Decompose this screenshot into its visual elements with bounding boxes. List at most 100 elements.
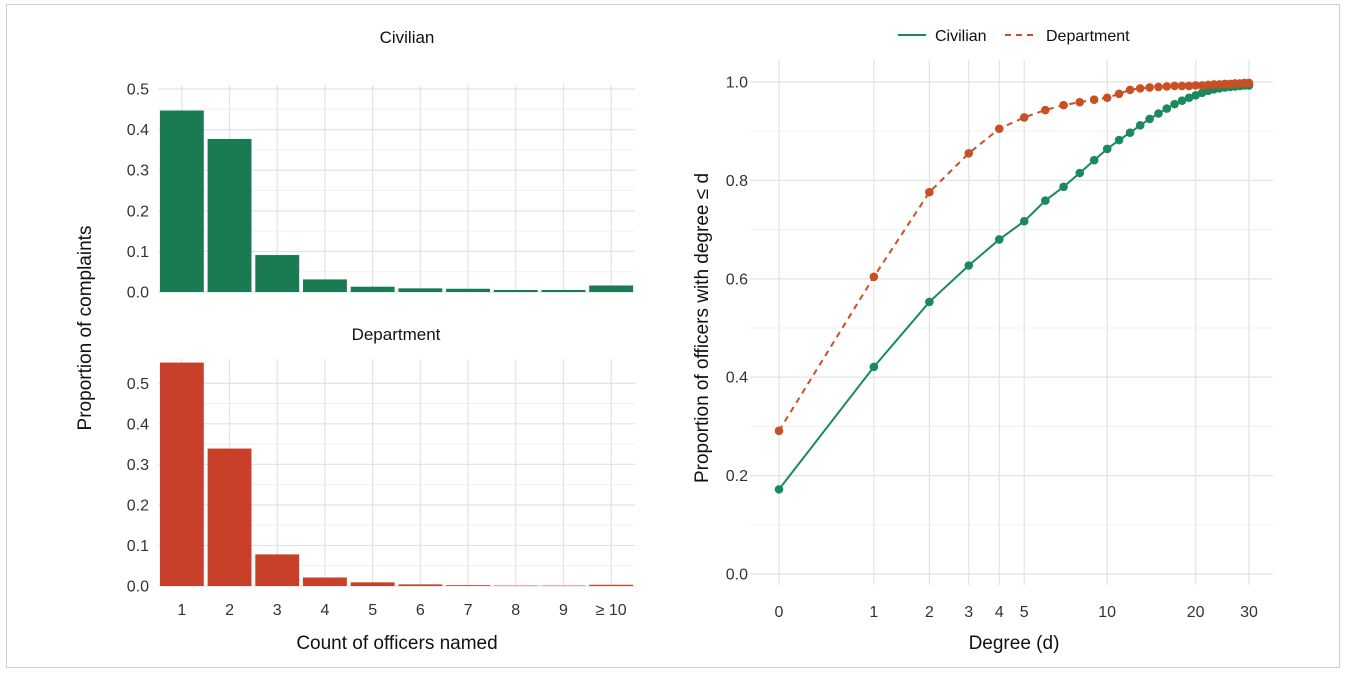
department-x-ticks: 1 2 3 4 5 6 7 8 9 ≥ 10 [177, 602, 626, 619]
point-civilian [1145, 114, 1154, 124]
x-tick-label: 4 [995, 604, 1004, 621]
bar-civilian-2 [207, 138, 252, 292]
x-tick-label: 1 [869, 604, 878, 621]
point-civilian [1102, 144, 1112, 154]
x-tick-label: 0 [775, 604, 784, 621]
department-y-ticks: 0.0 0.1 0.2 0.3 0.4 0.5 [127, 376, 149, 596]
y-tick-label: 0.0 [127, 579, 149, 596]
bar-civilian-6 [398, 288, 443, 292]
point-civilian [1114, 135, 1124, 145]
y-tick-label: 0.4 [127, 122, 149, 139]
cdf-lines [778, 81, 1249, 490]
point-civilian [925, 297, 934, 307]
point-department [1162, 82, 1172, 91]
right-x-axis-title: Degree (d) [969, 633, 1060, 654]
cdf-y-ticks: 0.0 0.2 0.4 0.6 0.8 1.0 [726, 75, 748, 584]
x-tick-label: 8 [511, 602, 520, 619]
civilian-y-ticks: 0.0 0.1 0.2 0.3 0.4 0.5 [127, 82, 149, 302]
point-department [1244, 78, 1254, 88]
y-tick-label: 0.5 [127, 376, 149, 393]
right-y-axis-title: Proportion of officers with degree ≤ d [692, 173, 713, 483]
point-department [964, 149, 974, 158]
civilian-panel-title: Civilian [380, 28, 435, 47]
x-tick-label: 30 [1240, 604, 1258, 621]
legend-label-civilian: Civilian [935, 28, 987, 45]
cdf-x-ticks: 0 1 2 3 4 5 10 20 30 [775, 604, 1258, 621]
x-tick-label: 5 [368, 602, 377, 619]
point-civilian [1154, 109, 1163, 118]
point-civilian [1177, 96, 1187, 105]
point-department [1019, 113, 1029, 122]
point-civilian [1125, 128, 1135, 137]
y-tick-label: 1.0 [726, 75, 748, 92]
y-tick-label: 0.0 [726, 567, 748, 584]
point-department [1191, 81, 1200, 90]
department-panel-title: Department [352, 325, 441, 344]
y-tick-label: 0.0 [127, 285, 149, 302]
y-tick-label: 0.4 [127, 416, 149, 433]
x-tick-label: 6 [416, 602, 425, 619]
bar-civilian-10 [589, 285, 634, 292]
x-tick-label: 7 [464, 602, 473, 619]
point-civilian [1019, 216, 1029, 226]
point-department [1075, 97, 1085, 107]
point-civilian [1135, 120, 1145, 130]
civilian-bar-panel: 0.0 0.1 0.2 0.3 0.4 0.5 Civilian [127, 28, 635, 302]
series-line-department [778, 81, 1249, 432]
department-bar-panel: 0.0 0.1 0.2 0.3 0.4 0.5 1 2 3 4 5 6 7 8 9 ≥ 10 Departm… [127, 325, 635, 654]
bar-department-4 [303, 577, 347, 586]
y-tick-label: 0.8 [726, 173, 748, 190]
bar-department-2 [207, 448, 252, 586]
bar-civilian-4 [303, 279, 347, 292]
point-department [1125, 85, 1135, 95]
x-tick-label: 2 [925, 604, 934, 621]
x-tick-label: 5 [1020, 604, 1029, 621]
bar-department-5 [350, 582, 395, 586]
x-tick-label: ≥ 10 [596, 602, 627, 619]
bar-civilian-1 [159, 110, 204, 292]
x-tick-label: 10 [1098, 604, 1116, 621]
point-department [1089, 95, 1099, 105]
point-department [1184, 81, 1194, 91]
y-tick-label: 0.4 [726, 370, 748, 387]
bar-department-3 [255, 554, 300, 586]
point-civilian [1041, 196, 1050, 205]
point-department [925, 187, 934, 197]
cdf-legend: Civilian Department [898, 28, 1130, 45]
point-civilian [1059, 182, 1068, 192]
point-department [1059, 100, 1068, 110]
point-department [1135, 84, 1145, 93]
point-department [1114, 89, 1124, 99]
bar-department-6 [398, 584, 443, 586]
civilian-bars [159, 110, 634, 292]
left-x-axis-title: Count of officers named [296, 633, 497, 654]
y-tick-label: 0.5 [127, 82, 149, 99]
point-department [1177, 81, 1187, 91]
left-y-axis-title: Proportion of complaints [75, 226, 96, 431]
bar-civilian-3 [255, 255, 300, 292]
point-civilian [1184, 93, 1194, 103]
x-tick-label: 3 [273, 602, 282, 619]
y-tick-label: 0.1 [127, 538, 149, 555]
y-tick-label: 0.6 [726, 271, 748, 288]
y-tick-label: 0.3 [127, 457, 149, 474]
bar-civilian-5 [350, 286, 395, 292]
point-civilian [774, 485, 784, 494]
point-civilian [869, 362, 879, 372]
point-civilian [964, 261, 974, 270]
bar-department-10 [589, 584, 634, 586]
point-civilian [1075, 168, 1085, 178]
bar-civilian-8 [493, 289, 538, 292]
point-department [1041, 105, 1050, 115]
point-department [1102, 93, 1112, 103]
bar-civilian-9 [541, 289, 586, 292]
y-tick-label: 0.1 [127, 244, 149, 261]
point-civilian [1170, 99, 1179, 109]
y-tick-label: 0.2 [726, 468, 748, 485]
point-civilian [994, 235, 1004, 244]
x-tick-label: 3 [964, 604, 973, 621]
x-tick-label: 20 [1187, 604, 1205, 621]
legend-label-department: Department [1046, 28, 1130, 45]
y-tick-label: 0.2 [127, 497, 149, 514]
